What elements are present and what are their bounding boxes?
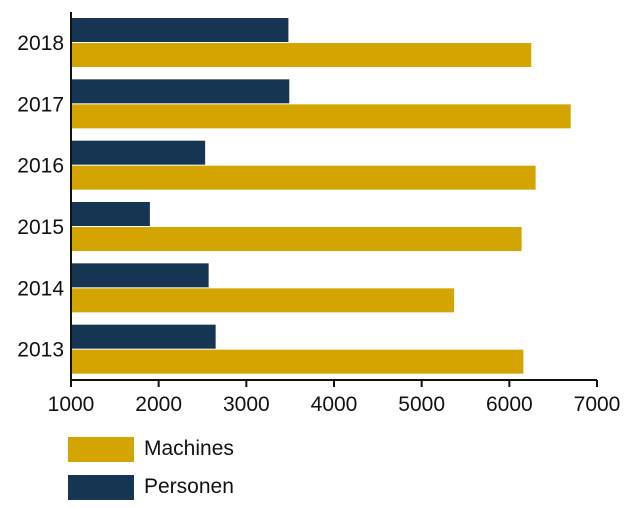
bar-machines-2014 <box>72 288 455 313</box>
bar-personen-2013 <box>72 324 216 349</box>
bar-chart: 2018 2017 2016 2015 2014 2013 1000 2000 3000 400… <box>17 12 621 416</box>
y-tick-label-2016: 2016 <box>17 155 64 178</box>
x-tick-label-6000: 6000 <box>486 393 533 416</box>
x-tick-label-1000: 1000 <box>48 393 95 416</box>
legend: Machines Personen <box>68 432 234 508</box>
legend-label-personen: Personen <box>144 475 234 498</box>
bar-personen-2017 <box>72 79 290 104</box>
bar-machines-2017 <box>72 104 571 129</box>
y-axis-labels: 2018 2017 2016 2015 2014 2013 <box>17 32 64 362</box>
x-tick-label-4000: 4000 <box>311 393 358 416</box>
bar-personen-2014 <box>72 263 209 288</box>
bar-personen-2018 <box>72 18 289 42</box>
bar-machines-2016 <box>72 165 536 190</box>
y-tick-label-2015: 2015 <box>17 216 64 239</box>
bar-machines-2013 <box>72 349 524 374</box>
bar-personen-2015 <box>72 202 150 226</box>
y-tick-label-2018: 2018 <box>17 32 64 55</box>
y-tick-label-2014: 2014 <box>17 277 64 300</box>
x-tick-label-7000: 7000 <box>574 393 621 416</box>
x-axis: 1000 2000 3000 4000 5000 6000 7000 <box>48 379 621 416</box>
legend-item-personen: Personen <box>68 470 234 504</box>
legend-swatch-personen <box>68 474 134 500</box>
x-tick-label-5000: 5000 <box>398 393 445 416</box>
x-tick-label-3000: 3000 <box>223 393 270 416</box>
x-tick-label-2000: 2000 <box>135 393 182 416</box>
bar-machines-2015 <box>72 227 522 251</box>
y-tick-label-2013: 2013 <box>17 339 64 362</box>
legend-item-machines: Machines <box>68 432 234 466</box>
y-tick-label-2017: 2017 <box>17 93 64 116</box>
bars-group <box>72 18 571 374</box>
bar-personen-2016 <box>72 140 206 165</box>
legend-swatch-machines <box>68 436 134 462</box>
legend-label-machines: Machines <box>144 437 234 460</box>
bar-machines-2018 <box>72 43 532 67</box>
